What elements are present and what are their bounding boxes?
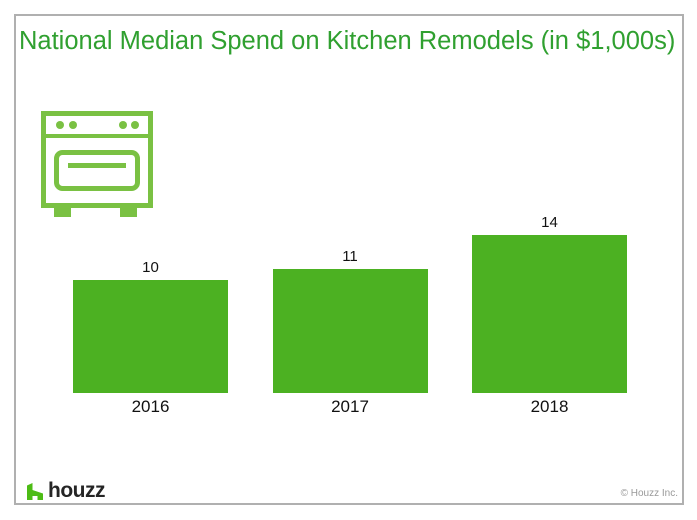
bar-category-label: 2018 [530, 396, 569, 416]
houzz-h-icon [27, 482, 43, 500]
copyright-notice: © Houzz Inc. [620, 488, 678, 499]
bar-value-label: 14 [541, 214, 558, 231]
chart-title: National Median Spend on Kitchen Remodel… [19, 27, 676, 55]
bar-group: 10 2016 [73, 215, 228, 420]
bar-value-label: 10 [142, 259, 159, 276]
houzz-wordmark: houzz [48, 479, 105, 502]
bar [472, 235, 627, 393]
bar [272, 269, 428, 393]
bar-category-label: 2016 [131, 396, 170, 416]
stove-icon [41, 111, 153, 217]
bar-chart: 10 2016 11 2017 14 2018 [73, 215, 627, 420]
bar-group: 11 2017 [272, 215, 428, 420]
bar-group: 14 2018 [472, 215, 627, 420]
bar-category-label: 2017 [331, 396, 369, 416]
bar-value-label: 11 [342, 248, 358, 265]
bar [73, 280, 228, 393]
houzz-logo: houzz [27, 479, 105, 502]
